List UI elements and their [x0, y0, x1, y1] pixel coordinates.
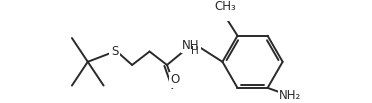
Text: CH₃: CH₃ — [214, 0, 236, 13]
Text: O: O — [170, 73, 180, 86]
Text: S: S — [111, 45, 118, 58]
Text: NH: NH — [182, 39, 199, 52]
Text: H: H — [191, 46, 199, 56]
Text: NH₂: NH₂ — [279, 88, 301, 101]
